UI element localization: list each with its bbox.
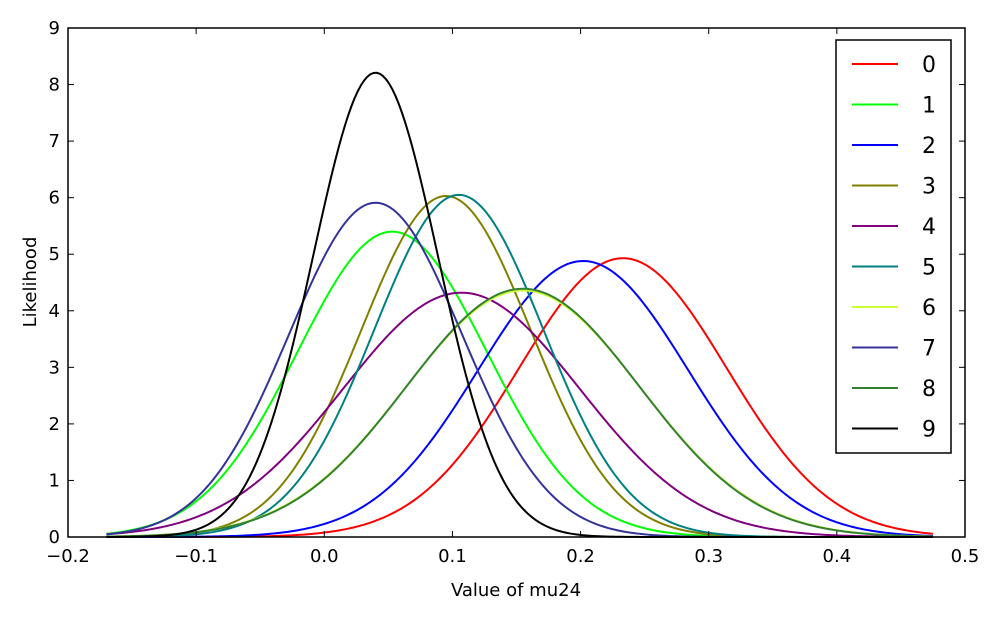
x-tick-label: 0.4 [823,546,852,567]
plot-frame [67,27,966,538]
x-axis-label: Value of mu24 [451,580,581,601]
legend: 0 1 2 3 4 5 6 7 8 9 [835,39,952,454]
series-line-1 [106,230,933,538]
x-tick-label: −0.1 [174,546,218,567]
x-tick-label: 0.3 [694,546,723,567]
legend-label-2: 2 [922,134,936,159]
y-tick-label: 2 [49,414,60,435]
series-line-0 [106,257,934,538]
x-tick-label: 0.2 [566,546,595,567]
x-axis-ticks: −0.2 −0.1 0.0 0.1 0.2 0.3 0.4 0.5 [46,28,979,567]
y-tick-label: 0 [49,527,60,548]
legend-label-8: 8 [922,377,936,402]
series-line-4 [106,291,933,538]
series-curves [106,71,934,538]
legend-label-4: 4 [922,215,936,240]
legend-label-0: 0 [922,53,936,78]
legend-label-3: 3 [922,175,936,200]
series-line-2 [106,260,933,538]
y-tick-label: 1 [49,470,60,491]
y-tick-label: 8 [49,75,60,96]
y-tick-label: 4 [49,301,60,322]
y-axis-ticks: 0 1 2 3 4 5 6 7 8 9 [49,18,965,548]
legend-label-7: 7 [922,337,936,362]
x-tick-label: 0.1 [438,546,467,567]
y-tick-label: 5 [49,244,60,265]
x-tick-label: 0.5 [951,546,980,567]
legend-label-1: 1 [922,94,936,119]
y-tick-label: 3 [49,357,60,378]
legend-label-9: 9 [922,418,936,443]
x-tick-label: 0.0 [310,546,339,567]
legend-label-5: 5 [922,256,936,281]
y-tick-label: 6 [49,188,60,209]
y-tick-label: 7 [49,131,60,152]
series-line-7 [106,201,933,538]
series-line-8 [106,287,933,538]
legend-label-6: 6 [922,296,936,321]
y-axis-label: Likelihood [20,237,41,328]
y-tick-label: 9 [49,18,60,39]
x-tick-label: −0.2 [46,546,90,567]
legend-box [835,39,952,454]
legend-items: 0 1 2 3 4 5 6 7 8 9 [852,53,936,443]
